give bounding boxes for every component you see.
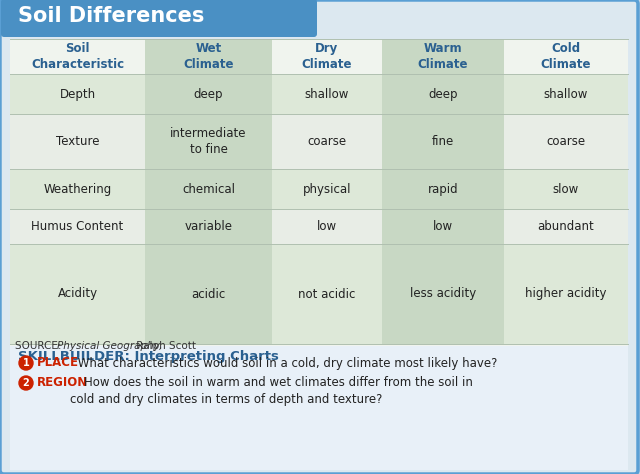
Text: fine: fine bbox=[432, 135, 454, 148]
Text: Humus Content: Humus Content bbox=[31, 220, 124, 233]
Text: higher acidity: higher acidity bbox=[525, 288, 607, 301]
Text: deep: deep bbox=[194, 88, 223, 100]
Text: 1: 1 bbox=[22, 358, 29, 368]
Text: coarse: coarse bbox=[547, 135, 586, 148]
Text: slow: slow bbox=[553, 182, 579, 195]
Text: not acidic: not acidic bbox=[298, 288, 356, 301]
Bar bbox=[10, 244, 145, 344]
Text: Acidity: Acidity bbox=[58, 288, 97, 301]
Text: low: low bbox=[433, 220, 453, 233]
Text: rapid: rapid bbox=[428, 182, 458, 195]
Text: Cold
Climate: Cold Climate bbox=[541, 42, 591, 71]
Text: variable: variable bbox=[184, 220, 232, 233]
Bar bbox=[272, 114, 382, 169]
Text: Ralph Scott: Ralph Scott bbox=[133, 341, 196, 351]
Bar bbox=[504, 244, 628, 344]
Bar bbox=[504, 169, 628, 209]
Text: abundant: abundant bbox=[538, 220, 595, 233]
Text: Warm
Climate: Warm Climate bbox=[418, 42, 468, 71]
Text: less acidity: less acidity bbox=[410, 288, 476, 301]
Text: What characteristics would soil in a cold, dry climate most likely have?: What characteristics would soil in a col… bbox=[74, 356, 497, 370]
Bar bbox=[272, 244, 382, 344]
Bar bbox=[10, 39, 628, 354]
Text: 2: 2 bbox=[22, 378, 29, 388]
Bar bbox=[10, 114, 145, 169]
Bar bbox=[272, 74, 382, 114]
Bar bbox=[10, 74, 145, 114]
Text: shallow: shallow bbox=[544, 88, 588, 100]
Text: SKILLBUILDER: Interpreting Charts: SKILLBUILDER: Interpreting Charts bbox=[18, 350, 279, 363]
Text: Texture: Texture bbox=[56, 135, 99, 148]
Text: How does the soil in warm and wet climates differ from the soil in: How does the soil in warm and wet climat… bbox=[84, 376, 473, 390]
Text: acidic: acidic bbox=[191, 288, 226, 301]
Text: intermediate
to fine: intermediate to fine bbox=[170, 127, 247, 156]
Bar bbox=[272, 169, 382, 209]
Text: coarse: coarse bbox=[307, 135, 347, 148]
Text: Physical Geography,: Physical Geography, bbox=[57, 341, 163, 351]
Text: shallow: shallow bbox=[305, 88, 349, 100]
Text: Dry
Climate: Dry Climate bbox=[301, 42, 352, 71]
Bar bbox=[504, 209, 628, 244]
FancyBboxPatch shape bbox=[1, 0, 317, 37]
Text: low: low bbox=[317, 220, 337, 233]
Text: cold and dry climates in terms of depth and texture?: cold and dry climates in terms of depth … bbox=[70, 392, 382, 405]
Text: Soil
Characteristic: Soil Characteristic bbox=[31, 42, 124, 71]
Text: Wet
Climate: Wet Climate bbox=[183, 42, 234, 71]
Text: chemical: chemical bbox=[182, 182, 235, 195]
Text: SOURCE:: SOURCE: bbox=[15, 341, 65, 351]
Text: REGION: REGION bbox=[37, 376, 88, 390]
Bar bbox=[504, 74, 628, 114]
Text: Depth: Depth bbox=[60, 88, 95, 100]
Bar bbox=[145, 39, 272, 344]
Circle shape bbox=[19, 356, 33, 370]
Text: deep: deep bbox=[428, 88, 458, 100]
Text: physical: physical bbox=[303, 182, 351, 195]
Bar bbox=[272, 209, 382, 244]
Text: Weathering: Weathering bbox=[44, 182, 111, 195]
Text: PLACE: PLACE bbox=[37, 356, 79, 370]
Bar bbox=[504, 114, 628, 169]
Text: Soil Differences: Soil Differences bbox=[18, 6, 204, 26]
Bar bbox=[10, 346, 628, 470]
Bar bbox=[382, 39, 504, 344]
Bar bbox=[10, 169, 145, 209]
Circle shape bbox=[19, 376, 33, 390]
Bar bbox=[10, 209, 145, 244]
